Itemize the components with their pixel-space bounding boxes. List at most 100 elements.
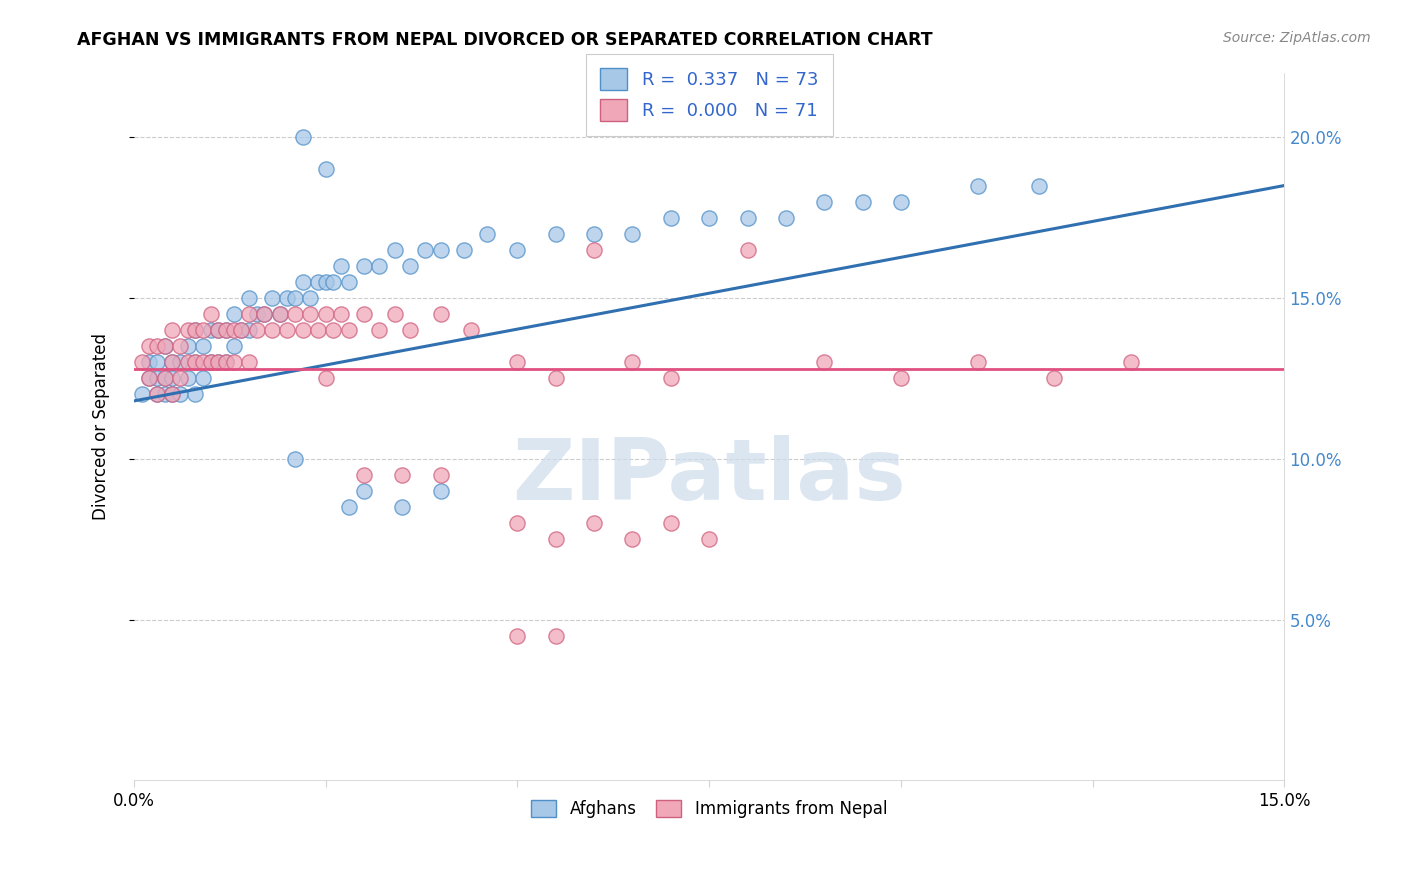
Point <box>153 339 176 353</box>
Point <box>659 516 682 530</box>
Point <box>200 307 222 321</box>
Point <box>162 323 184 337</box>
Point <box>162 355 184 369</box>
Point <box>391 500 413 514</box>
Point <box>697 211 720 225</box>
Point <box>153 339 176 353</box>
Point <box>621 227 644 241</box>
Point <box>453 243 475 257</box>
Point <box>391 467 413 482</box>
Point <box>368 323 391 337</box>
Point <box>200 355 222 369</box>
Point <box>697 532 720 546</box>
Point <box>307 275 329 289</box>
Point <box>276 323 298 337</box>
Point <box>246 323 269 337</box>
Point <box>659 211 682 225</box>
Point <box>353 259 375 273</box>
Point <box>153 371 176 385</box>
Point <box>191 323 214 337</box>
Point <box>222 323 245 337</box>
Point <box>238 307 260 321</box>
Point <box>384 243 406 257</box>
Point <box>207 323 229 337</box>
Point <box>207 355 229 369</box>
Point <box>737 243 759 257</box>
Point <box>215 323 238 337</box>
Point <box>200 323 222 337</box>
Point <box>583 227 606 241</box>
Point <box>146 371 169 385</box>
Point <box>415 243 437 257</box>
Point <box>176 371 198 385</box>
Point <box>475 227 498 241</box>
Point <box>176 323 198 337</box>
Point <box>253 307 276 321</box>
Point <box>238 291 260 305</box>
Point <box>153 387 176 401</box>
Point <box>222 339 245 353</box>
Point <box>146 339 169 353</box>
Point <box>291 323 314 337</box>
Point <box>1119 355 1142 369</box>
Point <box>315 275 337 289</box>
Point <box>215 355 238 369</box>
Point <box>162 355 184 369</box>
Point <box>506 516 529 530</box>
Point <box>215 355 238 369</box>
Point <box>966 178 988 193</box>
Point <box>322 275 344 289</box>
Point <box>207 355 229 369</box>
Point <box>153 371 176 385</box>
Point <box>269 307 291 321</box>
Point <box>1028 178 1050 193</box>
Point <box>775 211 797 225</box>
Point <box>131 387 153 401</box>
Point <box>146 387 169 401</box>
Point <box>191 371 214 385</box>
Point <box>429 467 451 482</box>
Point <box>583 516 606 530</box>
Point <box>544 371 567 385</box>
Point <box>284 451 307 466</box>
Point <box>169 387 191 401</box>
Point <box>852 194 875 209</box>
Point <box>184 323 207 337</box>
Point <box>215 323 238 337</box>
Point <box>621 532 644 546</box>
Point <box>162 387 184 401</box>
Point <box>429 243 451 257</box>
Point <box>176 355 198 369</box>
Point <box>291 130 314 145</box>
Point <box>169 355 191 369</box>
Y-axis label: Divorced or Separated: Divorced or Separated <box>93 333 110 520</box>
Point <box>138 371 160 385</box>
Point <box>176 339 198 353</box>
Point <box>260 291 283 305</box>
Point <box>399 323 422 337</box>
Point <box>191 355 214 369</box>
Point <box>222 355 245 369</box>
Point <box>353 483 375 498</box>
Point <box>138 339 160 353</box>
Point <box>169 339 191 353</box>
Point <box>966 355 988 369</box>
Point <box>284 307 307 321</box>
Text: Source: ZipAtlas.com: Source: ZipAtlas.com <box>1223 31 1371 45</box>
Point <box>322 323 344 337</box>
Point <box>291 275 314 289</box>
Point <box>138 371 160 385</box>
Point <box>337 323 360 337</box>
Point <box>284 291 307 305</box>
Point <box>299 291 322 305</box>
Point <box>184 323 207 337</box>
Point <box>890 194 912 209</box>
Point <box>890 371 912 385</box>
Point <box>506 243 529 257</box>
Point <box>253 307 276 321</box>
Point <box>131 355 153 369</box>
Point <box>191 339 214 353</box>
Point <box>246 307 269 321</box>
Point <box>330 307 353 321</box>
Point <box>184 355 207 369</box>
